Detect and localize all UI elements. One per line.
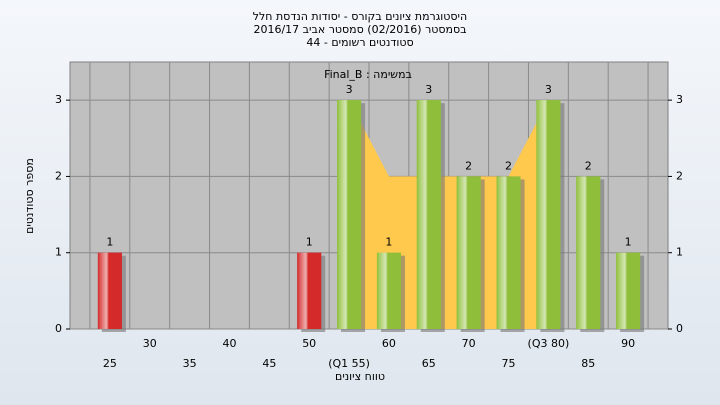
data-label: 1	[625, 236, 632, 249]
data-label: 3	[425, 83, 432, 96]
bar	[536, 100, 561, 330]
x-tick-label: 30	[143, 337, 157, 350]
data-label: 1	[106, 236, 113, 249]
y-tick-label: 0	[676, 322, 683, 335]
data-label: 2	[585, 159, 592, 172]
bar	[97, 252, 122, 329]
bar	[337, 100, 362, 330]
x-tick-label: 50	[302, 337, 316, 350]
data-label: 1	[306, 236, 313, 249]
chart-subtitle: סטודנטים רשומים - 44	[306, 36, 413, 49]
bar	[416, 100, 441, 330]
x-tick-label: 70	[462, 337, 476, 350]
bar	[376, 252, 401, 329]
x-tick-label: 60	[382, 337, 396, 350]
data-label: 3	[545, 83, 552, 96]
y-tick-label: 1	[676, 246, 683, 259]
x-tick-label: 45	[262, 357, 276, 370]
x-tick-label: (Q1 55)	[328, 357, 370, 370]
y-axis-label: מספר סטודנטים	[23, 158, 36, 234]
y-tick-label: 1	[55, 246, 62, 259]
data-label: 1	[385, 236, 392, 249]
plot: 0 0 1 1 2 2 3 3 25 1 30 35 40 45 50 1 (Q1 55) 3 60 1 65 3 70 2 7…	[55, 62, 683, 370]
x-tick-label: 85	[581, 357, 595, 370]
bar	[456, 176, 481, 329]
y-tick-label: 2	[55, 169, 62, 182]
x-tick-label: 75	[502, 357, 516, 370]
x-tick-label: 90	[621, 337, 635, 350]
bar	[616, 252, 641, 329]
bar	[576, 176, 601, 329]
y-tick-label: 2	[676, 169, 683, 182]
bar	[496, 176, 521, 329]
x-tick-label: 25	[103, 357, 117, 370]
x-tick-label: 35	[183, 357, 197, 370]
data-label: 2	[465, 159, 472, 172]
x-tick-label: (Q3 80)	[528, 337, 570, 350]
annotation: במשימה : Final_B	[324, 68, 412, 81]
y-tick-label: 0	[55, 322, 62, 335]
chart-title: היסטוגרמת ציונים בקורס - יסודות הנדסת חל…	[253, 10, 467, 23]
y-tick-label: 3	[55, 93, 62, 106]
x-axis-label: טווח ציונים	[335, 370, 385, 383]
y-tick-label: 3	[676, 93, 683, 106]
bar	[297, 252, 322, 329]
chart-subtitle: בסמסטר (02/2016) סמסטר אביב 2016/17	[253, 23, 466, 36]
x-tick-label: 65	[422, 357, 436, 370]
data-label: 3	[346, 83, 353, 96]
data-label: 2	[505, 159, 512, 172]
x-tick-label: 40	[222, 337, 236, 350]
